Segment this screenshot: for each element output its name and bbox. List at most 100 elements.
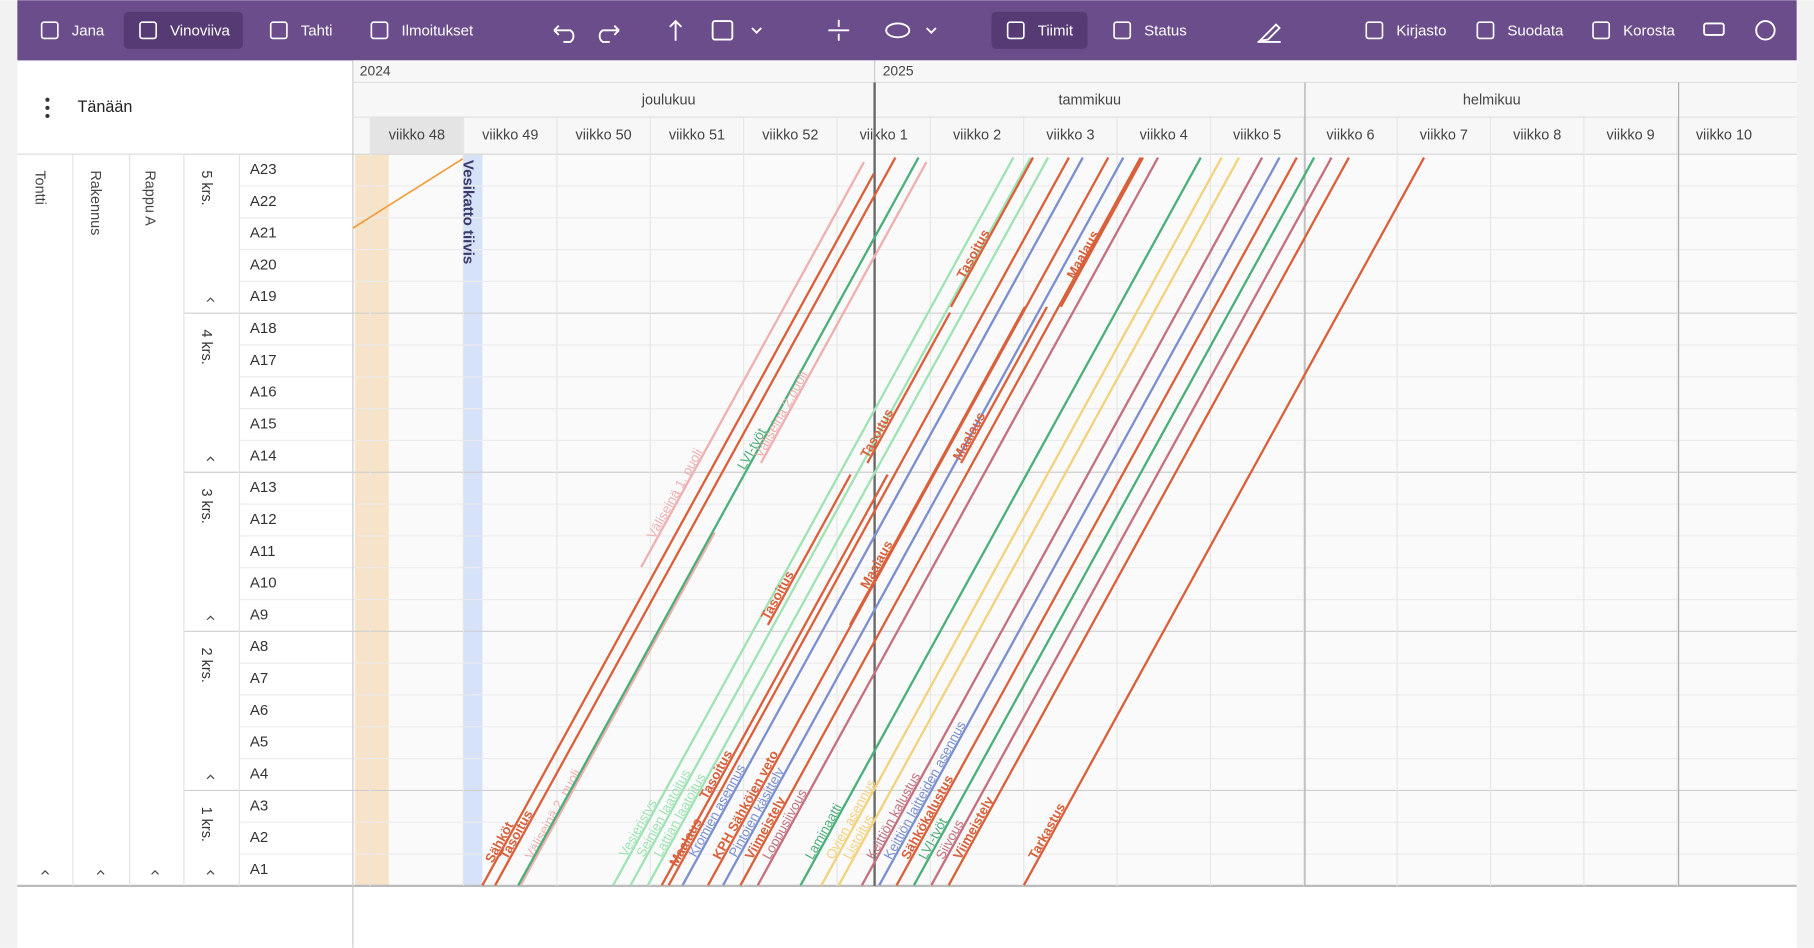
week-label: viikko 1 xyxy=(860,127,908,143)
task-line[interactable] xyxy=(947,157,1350,886)
collapse-caret[interactable] xyxy=(206,456,215,462)
task-line[interactable] xyxy=(759,161,928,464)
toolbar xyxy=(17,0,1797,61)
today-button[interactable]: Tänään xyxy=(78,98,133,116)
unit-label: A7 xyxy=(250,670,268,687)
task-line[interactable] xyxy=(766,474,852,626)
unit-label: A10 xyxy=(250,575,277,592)
toolbar-button[interactable]: Kirjasto xyxy=(1396,22,1446,39)
pen-icon xyxy=(1257,23,1281,43)
toolbar-icons xyxy=(553,19,1776,43)
toolbar-button[interactable]: Korosta xyxy=(1623,22,1675,39)
collapse-caret[interactable] xyxy=(206,869,215,875)
task-line[interactable] xyxy=(612,157,1015,886)
unit-label: A18 xyxy=(250,320,277,337)
floor-label: 5 krs. xyxy=(198,170,214,205)
hierarchy-label: Rappu A xyxy=(141,170,157,226)
task-line[interactable] xyxy=(930,157,1333,886)
week-label: viikko 5 xyxy=(1233,127,1281,143)
task-line[interactable] xyxy=(667,157,1070,886)
collapse-caret[interactable] xyxy=(96,869,105,875)
task-line[interactable] xyxy=(660,474,889,886)
floor-label: 4 krs. xyxy=(198,329,214,364)
unit-label: A17 xyxy=(250,352,277,369)
unit-label: A16 xyxy=(250,384,277,401)
unit-label: A4 xyxy=(250,765,268,782)
toolbar-button[interactable]: Status xyxy=(1144,22,1187,39)
hierarchy-label: Tontti xyxy=(32,170,48,205)
dropdown-icon xyxy=(926,27,937,34)
unit-label: A23 xyxy=(250,161,277,178)
week-label: viikko 49 xyxy=(482,127,538,143)
collapse-caret[interactable] xyxy=(41,869,49,875)
collapse-caret[interactable] xyxy=(206,297,215,303)
task-line[interactable] xyxy=(756,157,1160,886)
task-line[interactable] xyxy=(837,157,1240,886)
task-line[interactable] xyxy=(820,157,1223,886)
task-line[interactable] xyxy=(1022,157,1426,886)
task-line[interactable] xyxy=(646,157,1050,886)
history-icon xyxy=(1755,20,1776,41)
task-line[interactable] xyxy=(739,157,1142,886)
week-label: viikko 48 xyxy=(389,127,445,143)
task-line[interactable] xyxy=(722,157,1125,886)
year-label: 2024 xyxy=(360,63,391,79)
unit-label: A1 xyxy=(250,861,268,878)
unit-label: A2 xyxy=(250,829,268,846)
unit-label: A11 xyxy=(250,543,276,560)
week-label: viikko 10 xyxy=(1696,127,1752,143)
task-line[interactable] xyxy=(799,157,1202,886)
month-label: helmikuu xyxy=(1463,93,1521,109)
menu-dots[interactable] xyxy=(45,97,50,119)
move-icon xyxy=(669,19,683,41)
task-line[interactable] xyxy=(519,531,716,886)
collapse-caret[interactable] xyxy=(206,615,215,621)
collapse-caret[interactable] xyxy=(151,869,159,875)
unit-label: A12 xyxy=(250,511,277,528)
task-line[interactable] xyxy=(895,157,1298,886)
unit-label: A15 xyxy=(250,416,277,433)
task-line[interactable] xyxy=(629,157,1032,886)
task-line[interactable] xyxy=(912,157,1316,886)
tool-icon xyxy=(1476,21,1495,40)
task-line[interactable] xyxy=(1059,157,1144,308)
floor-label: 2 krs. xyxy=(198,648,214,683)
task-line[interactable] xyxy=(681,157,1084,886)
toolbar-button[interactable]: Suodata xyxy=(1507,22,1564,39)
collapse-caret[interactable] xyxy=(206,774,215,780)
tool-icon xyxy=(1365,21,1384,40)
task-line[interactable] xyxy=(640,161,865,568)
toolbar-button[interactable]: Tiimit xyxy=(1038,22,1074,39)
toolbar-tab[interactable]: Tahti xyxy=(301,22,333,39)
task-line[interactable] xyxy=(860,157,1264,886)
task-line[interactable] xyxy=(878,157,1281,886)
calendar-icon xyxy=(711,20,734,41)
unit-label: A20 xyxy=(250,256,277,273)
unit-label: A5 xyxy=(250,734,268,751)
unit-label: A9 xyxy=(250,606,268,623)
toolbar-tab[interactable]: Vinoviiva xyxy=(170,22,230,39)
toolbar-tab[interactable]: Jana xyxy=(72,22,105,39)
month-label: tammikuu xyxy=(1058,93,1121,109)
tool-icon xyxy=(1592,21,1611,40)
task-line[interactable] xyxy=(960,306,1048,464)
current-week xyxy=(370,117,464,155)
unit-label: A19 xyxy=(250,288,277,305)
tool-icon xyxy=(1006,21,1025,40)
task-line[interactable] xyxy=(866,312,952,464)
milestone-band xyxy=(462,154,483,886)
header-bg xyxy=(352,60,1797,155)
task-line[interactable] xyxy=(481,173,875,886)
today-band xyxy=(355,154,389,886)
dropdown-icon xyxy=(751,27,762,34)
task-line[interactable] xyxy=(949,157,1035,308)
chart-bg xyxy=(352,60,1797,886)
task-line[interactable] xyxy=(494,157,897,886)
task-line[interactable] xyxy=(517,157,920,886)
undo-icon xyxy=(553,25,575,43)
task-line[interactable] xyxy=(849,306,1027,626)
month-label: joulukuu xyxy=(641,93,696,109)
week-label: viikko 2 xyxy=(953,127,1001,143)
toolbar-tab[interactable]: Ilmoitukset xyxy=(401,22,474,39)
eye-icon xyxy=(885,22,911,39)
